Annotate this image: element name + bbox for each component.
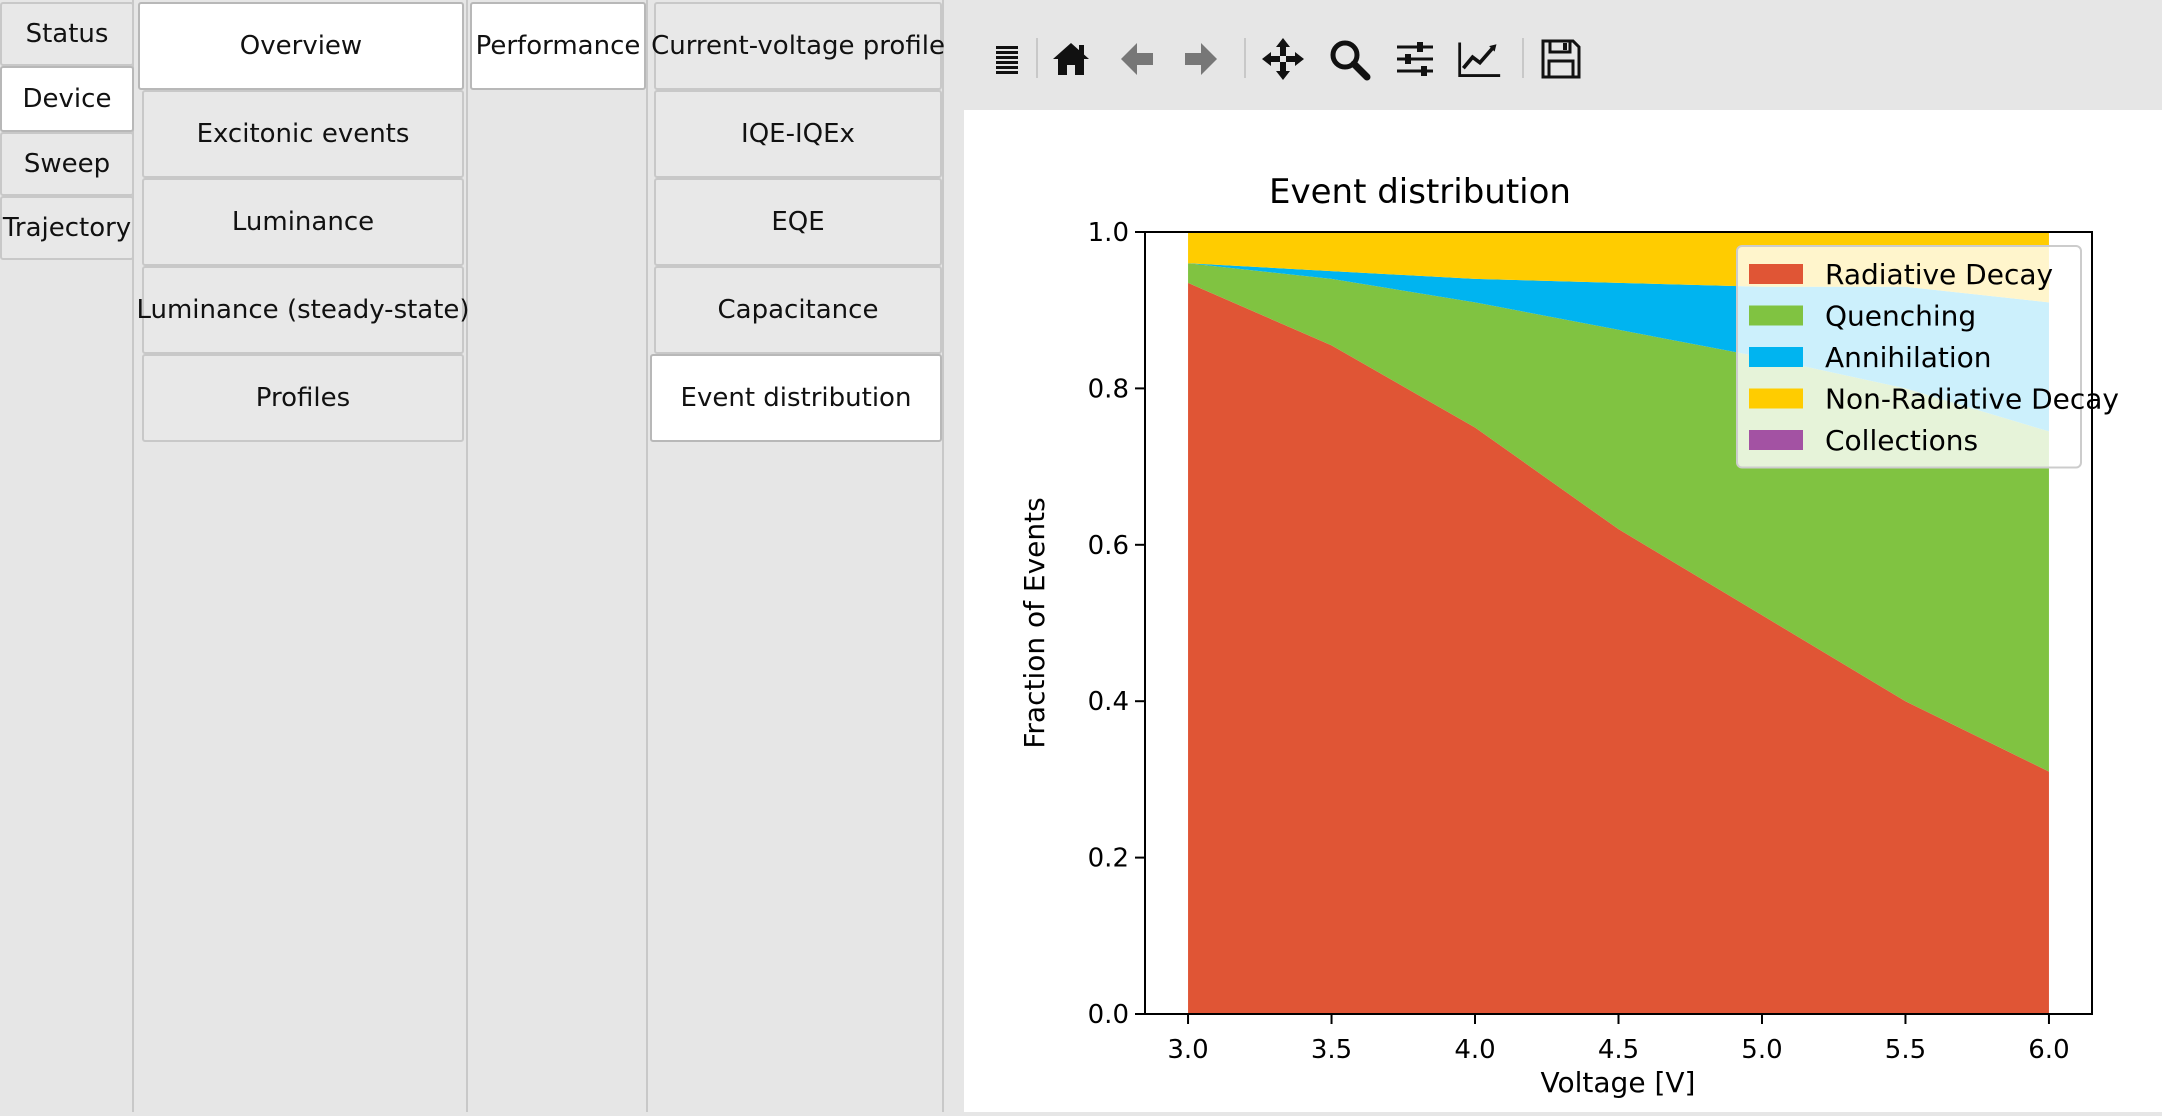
toolbar-separator (1036, 38, 1038, 78)
plot-panel: Event distribution 3.0 3.5 4.0 4.5 5.0 5.5 6.0… (944, 0, 2162, 1112)
legend-label: Quenching (1825, 300, 1976, 333)
x-axis-ticks: 3.0 3.5 4.0 4.5 5.0 5.5 6.0 (1167, 1014, 2070, 1065)
area-series-0 (1188, 282, 2049, 1014)
y-tick-label: 0.2 (1088, 844, 1129, 874)
tab-profiles[interactable]: Profiles (142, 354, 464, 442)
tab-trajectory[interactable]: Trajectory (0, 196, 134, 260)
forward-button[interactable] (1178, 36, 1224, 82)
tab-status[interactable]: Status (0, 2, 134, 66)
plot-canvas[interactable]: Event distribution 3.0 3.5 4.0 4.5 5.0 5.5 6.0… (964, 110, 2162, 1112)
legend-swatch (1749, 305, 1803, 326)
tab-luminance[interactable]: Luminance (142, 178, 464, 266)
legend-swatch (1749, 347, 1803, 367)
legend-label: Annihilation (1825, 341, 1992, 374)
home-icon (1053, 43, 1089, 75)
legend-label: Collections (1825, 424, 1978, 457)
tab-device[interactable]: Device (0, 66, 134, 132)
menu-icon (996, 46, 1018, 74)
zoom-icon (1330, 40, 1371, 81)
back-button[interactable] (1114, 36, 1160, 82)
x-tick-label: 5.5 (1885, 1035, 1926, 1065)
tab-performance[interactable]: Performance (470, 2, 646, 90)
y-tick-label: 0.4 (1088, 687, 1129, 717)
menu-button[interactable] (984, 36, 1030, 82)
x-tick-label: 3.0 (1167, 1035, 1208, 1065)
pan-icon (1262, 38, 1304, 80)
plot-toolbar (944, 0, 2162, 108)
edit-axis-button[interactable] (1456, 36, 1502, 82)
legend-label: Non-Radiative Decay (1825, 383, 2119, 416)
save-button[interactable] (1538, 36, 1584, 82)
tab-luminance-steady-state[interactable]: Luminance (steady-state) (136, 266, 470, 354)
x-tick-label: 3.5 (1311, 1035, 1352, 1065)
y-tick-label: 0.6 (1088, 531, 1129, 561)
y-tick-label: 0.0 (1088, 1000, 1129, 1030)
y-tick-label: 1.0 (1088, 218, 1129, 248)
tab-column-level1: Status Device Sweep Trajectory (0, 0, 134, 1112)
tab-column-level4: Current-voltage profile IQE-IQEx EQE Cap… (648, 0, 945, 1112)
legend-frame (1736, 245, 2082, 469)
edit-axis-icon (1458, 42, 1501, 77)
x-axis-label: Voltage [V] (1541, 1066, 1696, 1099)
tab-iqe-iqex[interactable]: IQE-IQEx (654, 90, 942, 178)
save-icon (1541, 39, 1581, 79)
toolbar-separator (1244, 38, 1246, 78)
legend-swatch (1749, 388, 1803, 409)
toolbar-separator (1522, 38, 1524, 78)
chart-title: Event distribution (1269, 172, 1571, 212)
zoom-button[interactable] (1326, 36, 1372, 82)
configure-subplots-button[interactable] (1392, 36, 1438, 82)
forward-icon (1185, 43, 1217, 75)
configure-subplots-icon (1397, 42, 1433, 76)
tab-excitonic-events[interactable]: Excitonic events (142, 90, 464, 178)
tab-capacitance[interactable]: Capacitance (654, 266, 942, 354)
y-axis-ticks: 0.0 0.2 0.4 0.6 0.8 1.0 (1088, 218, 1145, 1030)
tab-column-level3: Performance (468, 0, 648, 1112)
home-button[interactable] (1048, 36, 1094, 82)
x-tick-label: 4.0 (1454, 1035, 1495, 1065)
x-tick-label: 4.5 (1598, 1035, 1639, 1065)
x-tick-label: 5.0 (1741, 1035, 1782, 1065)
legend-swatch (1749, 264, 1803, 284)
tab-current-voltage-profile[interactable]: Current-voltage profile (651, 2, 945, 90)
tab-column-level2: Overview Excitonic events Luminance Lumi… (134, 0, 470, 1112)
tab-eqe[interactable]: EQE (654, 178, 942, 266)
pan-button[interactable] (1260, 36, 1306, 82)
tab-overview[interactable]: Overview (138, 2, 464, 90)
y-tick-label: 0.8 (1088, 374, 1129, 404)
chart-legend: Radiative Decay Quenching Annihilation Non-… (1736, 245, 2119, 469)
tab-sweep[interactable]: Sweep (0, 132, 134, 196)
x-tick-label: 6.0 (2028, 1035, 2069, 1065)
event-distribution-chart: Event distribution 3.0 3.5 4.0 4.5 5.0 5.5 6.0… (1018, 172, 2119, 1099)
legend-swatch (1749, 430, 1803, 450)
back-icon (1121, 43, 1153, 75)
tab-event-distribution[interactable]: Event distribution (650, 354, 942, 442)
y-axis-label: Fraction of Events (1018, 497, 1051, 748)
legend-label: Radiative Decay (1825, 258, 2053, 291)
